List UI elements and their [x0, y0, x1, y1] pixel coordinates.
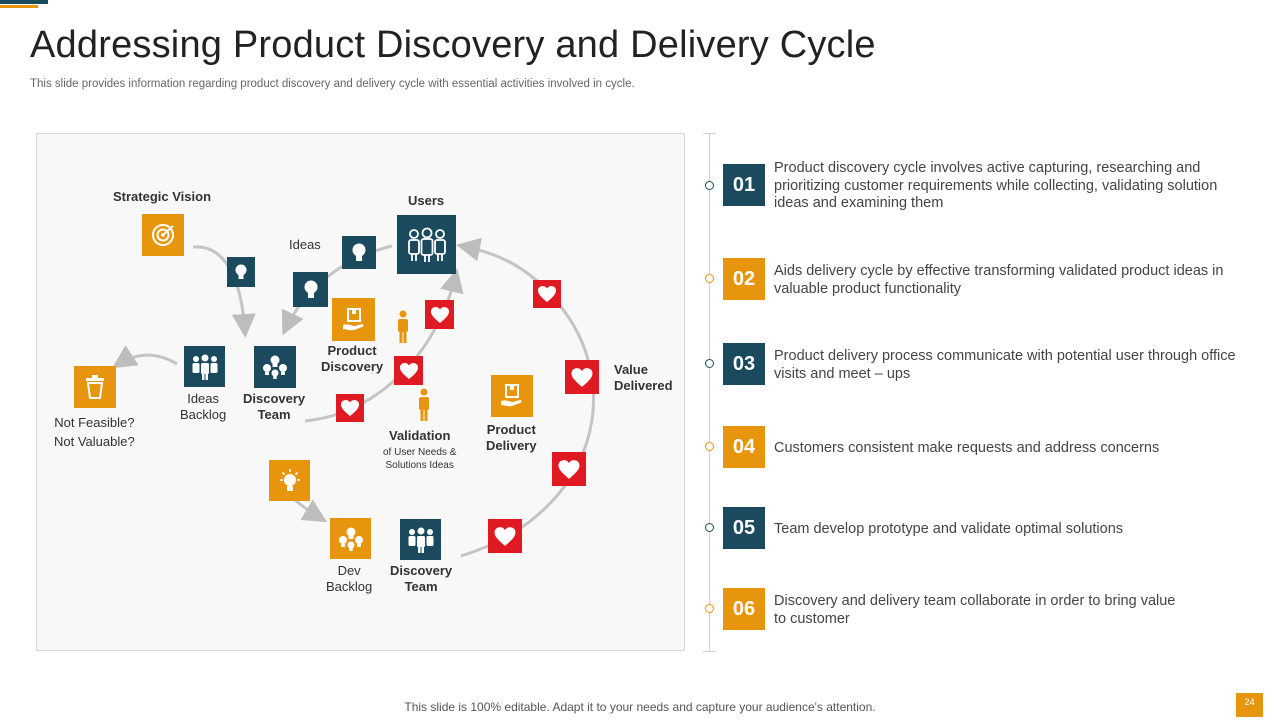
cycle-diagram-panel: Strategic Vision Ideas Users Product Dis…	[36, 133, 685, 651]
box-hand-icon	[491, 375, 533, 417]
timeline-dot	[705, 359, 714, 368]
item-number-badge: 01	[723, 164, 765, 206]
label-ideas: Ideas	[289, 237, 321, 252]
item-description: Customers consistent make requests and a…	[774, 440, 1160, 456]
heart-icon	[336, 394, 364, 422]
item-description: Aids delivery cycle by effective transfo…	[774, 263, 1224, 297]
heart-icon	[425, 300, 454, 329]
person-icon	[415, 387, 432, 423]
item-number-badge: 02	[723, 258, 765, 300]
timeline-tick-top	[703, 133, 716, 134]
heart-icon	[394, 356, 423, 385]
label-validation: Validation	[389, 428, 451, 443]
label-ideas-backlog: Ideas Backlog	[180, 391, 227, 422]
label-validation-subtitle: of User Needs & Solutions Ideas	[383, 447, 457, 471]
label-product-discovery: Product Discovery	[321, 343, 384, 374]
label-users: Users	[408, 193, 445, 208]
heart-icon	[533, 280, 561, 308]
label-not-feasible: Not Feasible? Not Valuable?	[54, 415, 135, 449]
item-number-badge: 04	[723, 426, 765, 468]
timeline-line	[709, 133, 710, 651]
label-discovery-team-bottom: Discovery Team	[390, 563, 453, 594]
page-subtitle: This slide provides information regardin…	[30, 78, 635, 90]
timeline-dot	[705, 274, 714, 283]
page-title: Addressing Product Discovery and Deliver…	[30, 24, 876, 66]
team-icon	[400, 519, 441, 560]
lightbulb-icon	[342, 236, 376, 269]
team-icon	[184, 346, 225, 387]
item-description: Product delivery process communicate wit…	[774, 348, 1236, 382]
timeline-dot	[705, 604, 714, 613]
top-accent-bar	[0, 0, 48, 4]
target-icon	[142, 214, 184, 256]
timeline-dot	[705, 523, 714, 532]
label-discovery-team: Discovery Team	[243, 391, 306, 422]
person-icon	[394, 309, 411, 345]
label-product-delivery: Product Delivery	[486, 422, 537, 453]
item-number-badge: 05	[723, 507, 765, 549]
label-value-delivered: Value Delivered	[614, 362, 673, 393]
timeline-dot	[705, 181, 714, 190]
users-group-icon	[397, 215, 456, 274]
timeline-dot	[705, 442, 714, 451]
timeline-tick-bottom	[703, 651, 716, 652]
heart-icon	[565, 360, 599, 394]
box-hand-icon	[332, 298, 375, 341]
lightbulb-icon	[293, 272, 328, 307]
item-description: Discovery and delivery team collaborate …	[774, 593, 1176, 627]
heart-icon	[488, 519, 522, 553]
item-description: Team develop prototype and validate opti…	[774, 521, 1124, 537]
top-accent-bar-orange	[0, 5, 38, 8]
team-ideas-icon	[254, 346, 296, 388]
heart-icon	[552, 452, 586, 486]
item-number-badge: 06	[723, 588, 765, 630]
label-strategic-vision: Strategic Vision	[113, 189, 212, 204]
item-number-badge: 03	[723, 343, 765, 385]
footer-note: This slide is 100% editable. Adapt it to…	[404, 700, 876, 714]
page-number: 24	[1236, 693, 1263, 717]
trash-icon	[74, 366, 116, 408]
lightbulb-icon	[227, 257, 255, 287]
item-description: Product discovery cycle involves active …	[774, 160, 1218, 211]
lightbulb-icon	[269, 460, 310, 501]
team-ideas-icon	[330, 518, 371, 559]
label-dev-backlog: Dev Backlog	[326, 563, 373, 594]
